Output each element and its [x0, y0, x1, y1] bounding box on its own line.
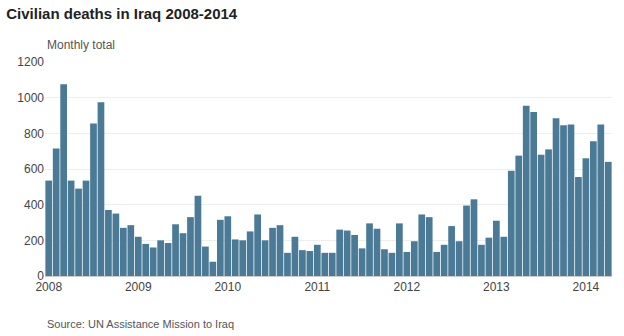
svg-text:2014: 2014: [573, 280, 600, 294]
svg-text:2009: 2009: [125, 280, 152, 294]
svg-text:200: 200: [24, 234, 44, 248]
svg-text:600: 600: [24, 162, 44, 176]
svg-text:Monthly total: Monthly total: [47, 38, 115, 52]
svg-text:Source: UN Assistance Mission: Source: UN Assistance Mission to Iraq: [47, 318, 234, 330]
svg-text:800: 800: [24, 127, 44, 141]
svg-text:Civilian deaths in Iraq 2008-2: Civilian deaths in Iraq 2008-2014: [6, 5, 238, 22]
svg-text:0: 0: [37, 269, 44, 283]
svg-text:1000: 1000: [17, 91, 44, 105]
svg-text:1200: 1200: [17, 55, 44, 69]
svg-text:2010: 2010: [214, 280, 241, 294]
svg-text:2012: 2012: [393, 280, 420, 294]
svg-text:2008: 2008: [35, 280, 62, 294]
svg-text:2013: 2013: [483, 280, 510, 294]
svg-text:2011: 2011: [304, 280, 330, 294]
svg-text:400: 400: [24, 198, 44, 212]
